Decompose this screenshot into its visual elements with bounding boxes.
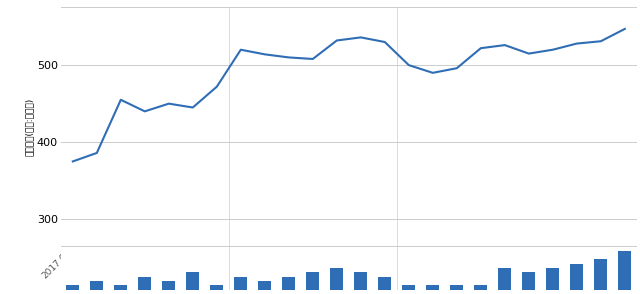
- Bar: [570, 263, 584, 290]
- Bar: [474, 285, 488, 290]
- Bar: [426, 285, 440, 290]
- Bar: [186, 272, 200, 290]
- Bar: [402, 285, 415, 290]
- Bar: [210, 285, 223, 290]
- Bar: [114, 285, 127, 290]
- Bar: [378, 277, 392, 290]
- Bar: [90, 281, 104, 290]
- Bar: [354, 272, 367, 290]
- Bar: [618, 250, 632, 290]
- Bar: [306, 272, 319, 290]
- Bar: [546, 268, 559, 290]
- Bar: [498, 268, 511, 290]
- Bar: [450, 285, 463, 290]
- Bar: [330, 268, 344, 290]
- Bar: [162, 281, 175, 290]
- Bar: [234, 277, 248, 290]
- Y-axis label: 거래금액(단위:백만원): 거래금액(단위:백만원): [25, 98, 34, 156]
- Bar: [594, 259, 607, 290]
- Bar: [258, 281, 271, 290]
- Bar: [138, 277, 152, 290]
- Bar: [522, 272, 536, 290]
- Bar: [282, 277, 296, 290]
- Bar: [66, 285, 79, 290]
